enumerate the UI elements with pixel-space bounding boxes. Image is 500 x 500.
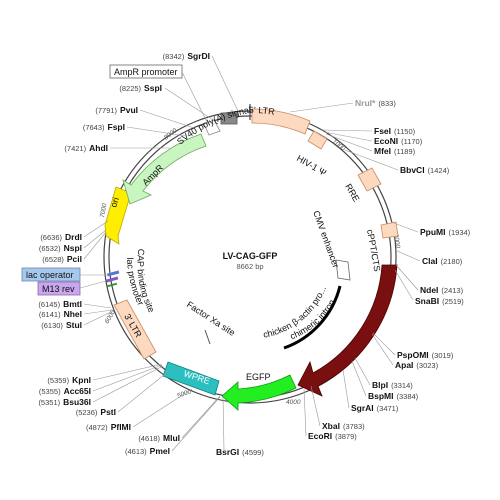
site-nhei[interactable]: (6141) NheI <box>39 309 82 319</box>
cmv-enhancer-label: CMV enhancer <box>311 209 341 269</box>
site-apai[interactable]: ApaI (3023) <box>395 360 439 370</box>
site-pspomi[interactable]: PspOMI (3019) <box>397 350 454 360</box>
site-ecori[interactable]: EcoRI (3879) <box>308 431 357 441</box>
site-pflmi[interactable]: (4872) PflMI <box>86 422 131 432</box>
chimeric-intron-feature[interactable] <box>283 285 342 350</box>
rre-feature[interactable] <box>357 167 382 192</box>
ampr-promoter-box <box>109 64 183 79</box>
site-xbai[interactable]: XbaI (3783) <box>322 421 365 431</box>
site-fspi[interactable]: (7643) FspI <box>83 122 125 132</box>
site-bbvci[interactable]: BbvCI (1424) <box>400 165 450 175</box>
site-snabi[interactable]: SnaBI (2519) <box>415 296 464 306</box>
site-bsu36i[interactable]: (5351) Bsu36I <box>38 397 91 407</box>
site-sgrai[interactable]: SgrAI (3471) <box>351 403 399 413</box>
site-nspi[interactable]: (6532) NspI <box>39 243 82 253</box>
site-acc65i[interactable]: (5355) Acc65I <box>39 386 91 396</box>
hiv-psi-feature[interactable] <box>307 130 328 150</box>
site-fsei[interactable]: FseI (1150) <box>374 126 416 136</box>
site-econi[interactable]: EcoNI (1170) <box>374 136 423 146</box>
cppt-feature[interactable] <box>380 221 399 239</box>
tick-4000: 4000 <box>286 399 301 406</box>
m13-rev-box <box>37 281 81 296</box>
site-clai[interactable]: ClaI (2180) <box>422 256 463 266</box>
m13-rev-label: M13 rev <box>42 284 75 294</box>
ampr-promoter-label: AmpR promoter <box>114 67 178 77</box>
site-pmei[interactable]: (4613) PmeI <box>125 446 170 456</box>
ampr-promoter-leader <box>181 71 209 125</box>
site-ppumi[interactable]: PpuMI (1934) <box>420 227 471 237</box>
m13-rev-mark[interactable] <box>105 276 119 283</box>
site-pcii[interactable]: (6528) PciI <box>42 254 82 264</box>
five-ltr-feature[interactable] <box>251 108 311 135</box>
egfp-feature[interactable] <box>221 374 297 411</box>
site-sgrdi[interactable]: (8342) SgrDI <box>163 51 210 61</box>
egfp-label: EGFP <box>246 372 271 382</box>
lac-operator-mark[interactable] <box>106 270 120 277</box>
site-sspi[interactable]: (8225) SspI <box>119 83 162 93</box>
site-drdi[interactable]: (6636) DrdI <box>40 232 82 242</box>
factor-xa-mark <box>204 329 211 345</box>
cmv-enhancer-feature[interactable] <box>335 259 351 281</box>
plasmid-size: 8662 bp <box>236 262 263 271</box>
site-bmti[interactable]: (6145) BmtI <box>38 299 82 309</box>
site-blpi[interactable]: BlpI (3314) <box>372 380 413 390</box>
wpre-feature[interactable] <box>162 361 220 396</box>
factor-xa-label: Factor Xa site <box>185 299 237 338</box>
sv40-feature[interactable] <box>220 112 238 125</box>
tick-1000: 1000 <box>331 138 347 153</box>
site-ahdi[interactable]: (7421) AhdI <box>64 143 108 153</box>
plasmid-name: LV-CAG-GFP <box>223 251 278 261</box>
site-pvui[interactable]: (7791) PvuI <box>95 105 138 115</box>
five-ltr-label: 5' LTR <box>249 105 276 117</box>
site-mfei[interactable]: MfeI (1189) <box>374 146 416 156</box>
m13-leader <box>79 280 107 289</box>
ori-label: ori <box>108 196 121 209</box>
site-ndei[interactable]: NdeI (2413) <box>420 285 464 295</box>
three-ltr-feature[interactable] <box>113 299 157 360</box>
ori-feature[interactable] <box>104 186 132 245</box>
site-stui[interactable]: (6130) StuI <box>41 320 82 330</box>
tick-2000: 2000 <box>392 232 401 249</box>
site-bsrgi[interactable]: BsrGI (4599) <box>216 447 264 457</box>
lac-operator-label: lac operator <box>26 270 74 280</box>
cppt-label: cPPT/CTS <box>365 229 382 273</box>
site-bspmi[interactable]: BspMI (3384) <box>368 391 419 401</box>
site-nrui[interactable]: NruI* (833) <box>355 98 396 108</box>
cag-promoter-feature[interactable] <box>297 264 398 397</box>
site-mlui[interactable]: (4618) MluI <box>138 433 180 443</box>
rre-label: RRE <box>343 182 361 203</box>
lac-operator-box <box>21 267 81 282</box>
ampr-feature[interactable] <box>122 133 207 205</box>
site-leaders <box>83 55 421 452</box>
tick-7000: 7000 <box>99 203 108 219</box>
site-psti[interactable]: (5236) PstI <box>76 407 116 417</box>
cap-site-mark[interactable] <box>106 282 118 288</box>
hiv-psi-label: HIV-1 Ψ <box>295 153 328 178</box>
site-kpni[interactable]: (5359) KpnI <box>47 375 91 385</box>
